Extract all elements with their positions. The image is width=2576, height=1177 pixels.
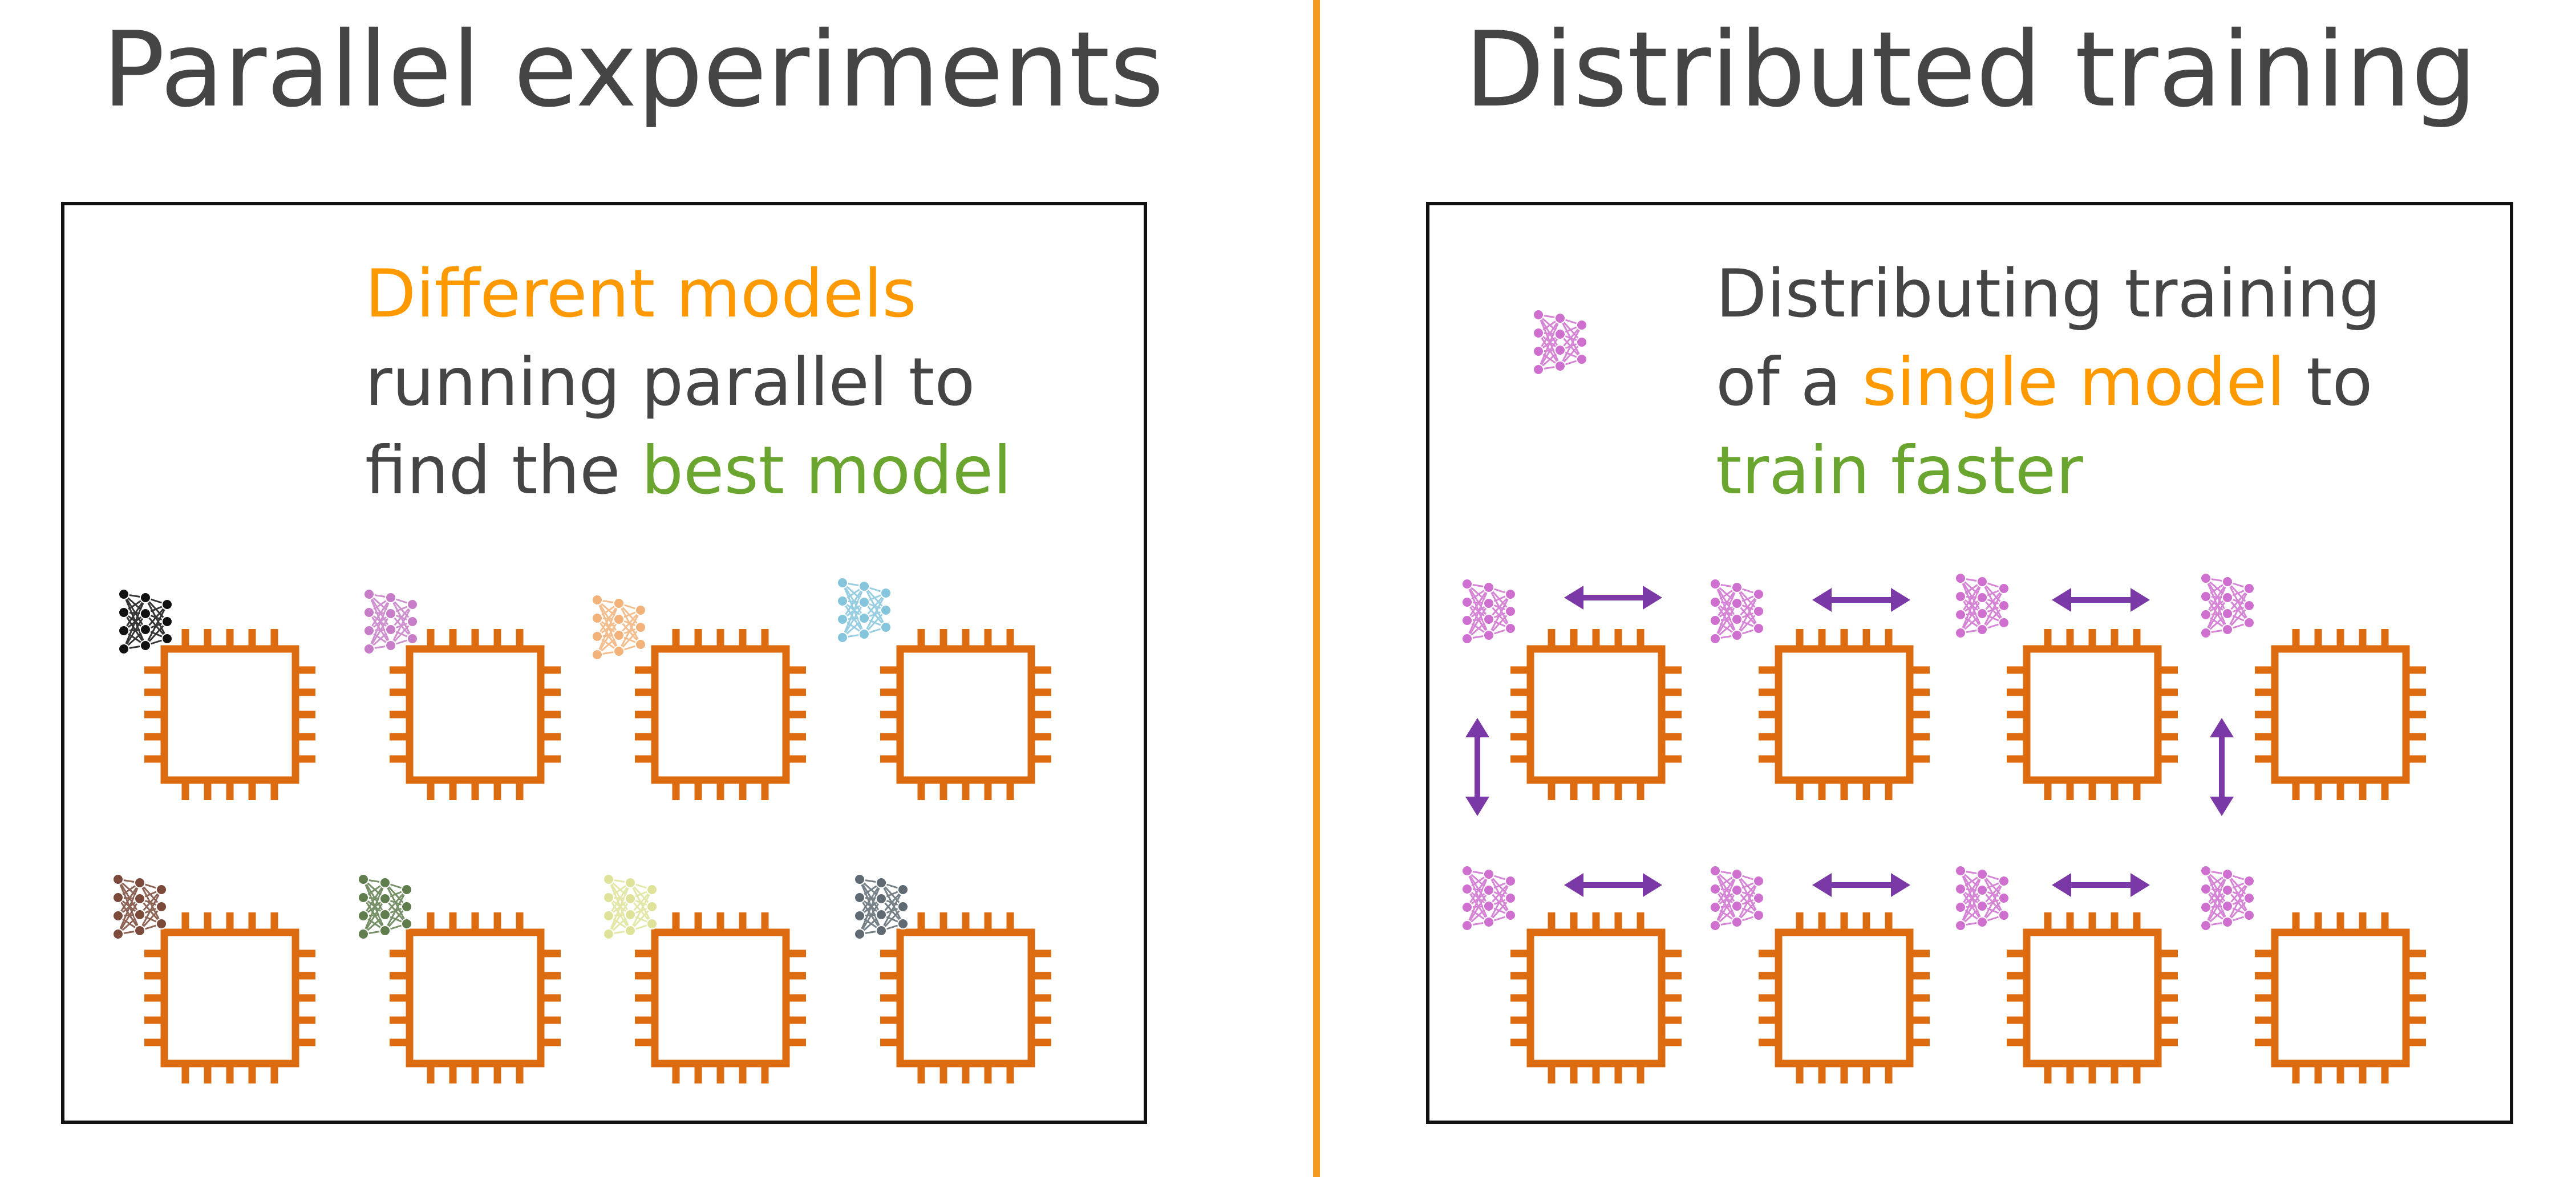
neural-network-icon [602,873,658,940]
neural-network-icon [1709,578,1765,645]
chip-icon [390,629,561,800]
right-desc-line3: train faster [1716,432,2083,509]
chip-icon [390,912,561,1083]
chip-icon [1510,912,1682,1083]
double-arrow-icon [2052,588,2150,612]
double-arrow-icon [1564,586,1662,610]
chip-icon [635,629,806,800]
neural-network-icon [118,588,173,655]
neural-network-icon [1709,865,1765,932]
double-arrow-icon [1812,873,1910,897]
chip-icon [1759,629,1930,800]
chip-icon [144,629,315,800]
neural-network-icon [357,873,413,940]
neural-network-icon [1954,572,2010,639]
left-desc-line1: Different models [365,255,917,332]
neural-network-icon [363,588,419,655]
single-model-icon [1532,309,1588,376]
neural-network-icon [112,873,168,940]
chip-icon [2007,629,2178,800]
left-title: Parallel experiments [102,9,1164,130]
double-arrow-icon [2210,718,2234,816]
chip-icon [2255,912,2426,1083]
right-desc-line2: of a single model to [1716,344,2372,421]
chip-icon [2255,629,2426,800]
neural-network-icon [1461,865,1517,932]
neural-network-icon [1954,865,2010,932]
neural-network-icon [591,594,647,661]
double-arrow-icon [2052,873,2150,897]
neural-network-icon [2200,572,2255,639]
chip-icon [1510,629,1682,800]
chip-icon [635,912,806,1083]
double-arrow-icon [1812,588,1910,612]
left-desc-line2: running parallel to [365,344,975,421]
chip-icon [880,629,1051,800]
right-title: Distributed training [1465,9,2477,130]
chip-icon [2007,912,2178,1083]
chip-icon [1759,912,1930,1083]
right-panel [1426,202,2513,1124]
double-arrow-icon [1564,873,1662,897]
left-chip-grid [144,629,1051,1083]
chip-icon [144,912,315,1083]
right-desc-line1: Distributing training [1716,255,2381,332]
neural-network-icon [836,577,892,644]
section-divider [1313,0,1320,1177]
right-arrows [1465,586,2234,897]
left-desc-line3: find the best model [365,432,1011,509]
right-chip-grid [1510,629,2426,1083]
left-panel [61,202,1147,1124]
chip-icon [880,912,1051,1083]
double-arrow-icon [1465,718,1489,816]
neural-network-icon [2200,865,2255,932]
neural-network-icon [1461,578,1517,645]
